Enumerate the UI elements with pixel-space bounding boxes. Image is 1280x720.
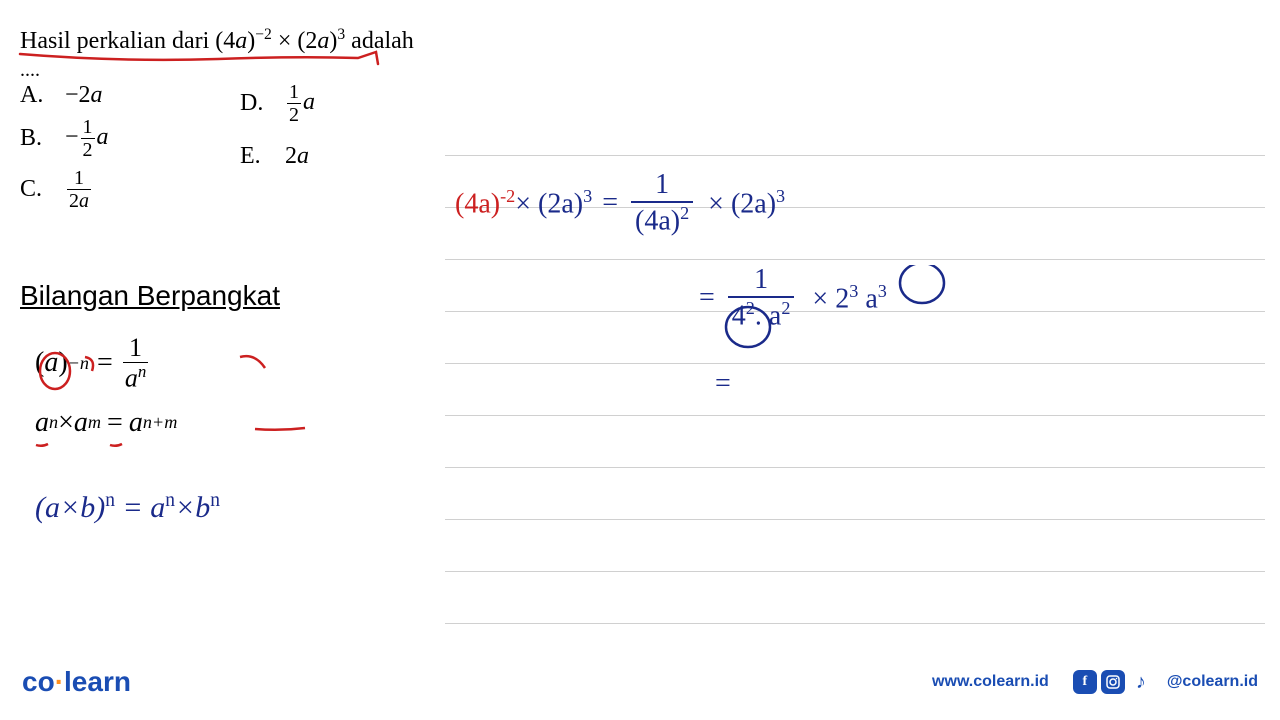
footer-right: www.colearn.id f ♪ @colearn.id [932,670,1258,694]
red-underline [18,48,388,73]
option-c-label: C. [20,176,65,203]
work-l1-red: (4a)-2 [455,186,515,220]
option-c-value: 12a [65,168,93,211]
footer: co·learn www.colearn.id f ♪ @colearn.id [0,666,1280,698]
option-a: A. −2a [20,82,109,109]
social-handle: @colearn.id [1167,673,1258,691]
social-icons: f ♪ [1073,670,1153,694]
tiktok-icon: ♪ [1129,670,1153,694]
work-line-1: (4a)-2 × (2a)3 = 1 (4a)2 × (2a)3 [455,170,887,237]
section-title: Bilangan Berpangkat [20,280,280,312]
notebook-line [445,519,1265,520]
work-l1-blue: × (2a)3 [515,186,592,220]
q-exp2: 3 [337,26,345,43]
work-l2-tail: × 23 a3 [812,281,886,315]
work-l1-frac: 1 (4a)2 [631,170,693,237]
option-c: C. 12a [20,168,109,211]
work-l2-eq: = [699,282,715,314]
option-a-label: A. [20,82,65,109]
option-a-value: −2a [65,82,103,109]
option-b-value: −12a [65,117,109,160]
handwritten-work: (4a)-2 × (2a)3 = 1 (4a)2 × (2a)3 = 1 42.… [455,170,887,400]
option-b: B. −12a [20,117,109,160]
option-d-value: 12a [285,82,315,125]
option-d: D. 12a [240,82,315,125]
work-line-2: = 1 42. a2 × 23 a3 [699,265,887,332]
options-column-1: A. −2a B. −12a C. 12a [20,82,109,219]
option-e-value: 2a [285,143,309,170]
work-l2-frac: 1 42. a2 [728,265,795,332]
option-e: E. 2a [240,143,315,170]
formula-3-handwritten: (a×b)n = an×bn [35,490,220,525]
logo-learn: learn [64,666,131,697]
option-d-label: D. [240,90,285,117]
website-url: www.colearn.id [932,673,1049,691]
option-b-label: B. [20,125,65,152]
formula-2: an × am = an+m [35,407,177,439]
notebook-line [445,623,1265,624]
options-column-2: D. 12a E. 2a [240,82,315,178]
formulas-area: (a)−n = 1an an × am = an+m [35,335,177,454]
instagram-icon [1101,670,1125,694]
notebook-line [445,467,1265,468]
work-l1-tail: × (2a)3 [708,186,785,220]
work-l1-eq: = [602,187,618,219]
notebook-line [445,415,1265,416]
notebook-line [445,155,1265,156]
option-e-label: E. [240,143,285,170]
facebook-icon: f [1073,670,1097,694]
q-exp1: −2 [255,26,272,43]
formula-1: (a)−n = 1an [35,335,177,392]
logo: co·learn [22,666,131,698]
logo-co: co [22,666,55,697]
work-line-3: = [715,368,887,400]
logo-dot: · [55,666,64,697]
notebook-line [445,571,1265,572]
